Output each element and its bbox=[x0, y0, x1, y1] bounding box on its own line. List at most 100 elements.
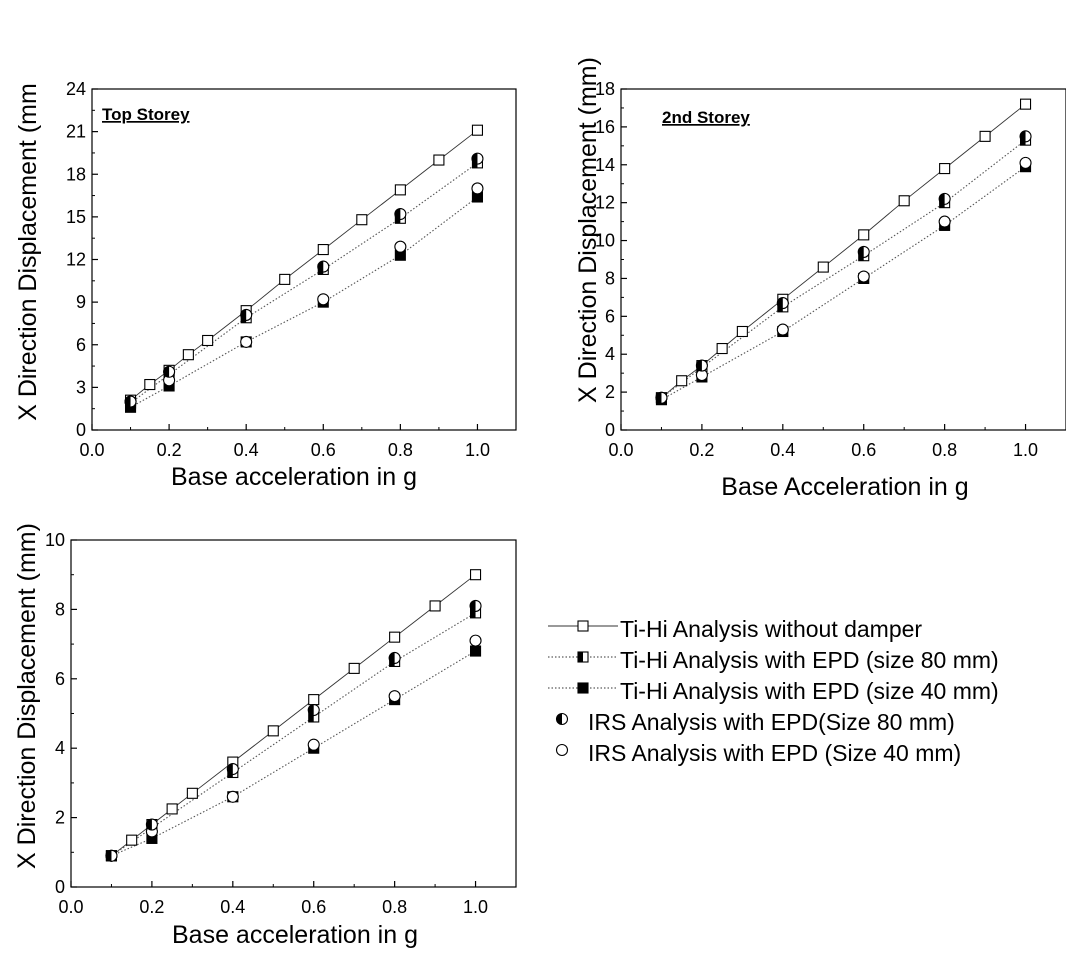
y-tick-label: 15 bbox=[66, 207, 86, 227]
point-tihi_no_damper bbox=[166, 803, 178, 815]
chart-2nd-storey: 0.0 0.2 0.4 0.6 0.8 1.0 0 2 4 6 8 10 12 14 16 18 2nd St… bbox=[574, 57, 1066, 501]
point-irs_epd80 bbox=[394, 207, 407, 221]
point-irs_epd80 bbox=[471, 152, 484, 165]
point-tihi_no_damper bbox=[389, 631, 401, 643]
point-tihi_no_damper bbox=[736, 325, 748, 338]
point-tihi_no_damper bbox=[898, 195, 910, 207]
y-tick-label: 0 bbox=[605, 420, 615, 440]
point-irs_epd40 bbox=[938, 215, 951, 228]
legend-label-0: Ti-Hi Analysis without damper bbox=[620, 616, 922, 642]
point-tihi_no_damper bbox=[1019, 98, 1032, 110]
x-tick-label: 0.0 bbox=[58, 897, 83, 917]
point-tihi_no_damper bbox=[433, 154, 445, 166]
y-tick-label: 0 bbox=[55, 877, 65, 897]
y-tick-label: 0 bbox=[76, 420, 86, 440]
point-irs_epd40 bbox=[394, 240, 407, 253]
y-tick-label: 9 bbox=[76, 292, 86, 312]
y-tick-label: 4 bbox=[55, 738, 65, 758]
point-tihi_no_damper bbox=[267, 725, 279, 737]
y-tick-label: 4 bbox=[605, 344, 615, 364]
point-irs_epd40 bbox=[317, 293, 330, 306]
y-tick-label: 12 bbox=[66, 250, 86, 270]
x-axis-label-top-storey: Base acceleration in g bbox=[171, 463, 417, 491]
legend-marker bbox=[577, 682, 589, 694]
x-tick-label: 0.4 bbox=[234, 440, 259, 460]
plot-frame bbox=[620, 88, 1066, 431]
series-line-tihi_epd80 bbox=[661, 139, 1026, 399]
series-line-tihi_no_damper bbox=[130, 129, 478, 401]
legend-label-1: Ti-Hi Analysis with EPD (size 80 mm) bbox=[620, 647, 999, 673]
point-irs_epd80 bbox=[105, 849, 118, 862]
plot-frame bbox=[91, 88, 517, 431]
y-tick-label: 8 bbox=[55, 599, 65, 619]
series-line-tihi_no_damper bbox=[111, 574, 476, 857]
series-line-tihi_epd80 bbox=[111, 612, 476, 857]
point-irs_epd40 bbox=[226, 790, 239, 803]
point-tihi_no_damper bbox=[676, 375, 688, 387]
point-irs_epd80 bbox=[124, 395, 137, 408]
x-tick-label: 0.8 bbox=[388, 440, 413, 460]
x-tick-label: 0.2 bbox=[139, 897, 164, 917]
point-irs_epd80 bbox=[1019, 130, 1032, 143]
legend-marker bbox=[577, 620, 589, 632]
series-line-tihi_epd40 bbox=[130, 196, 478, 408]
legend-label-3: IRS Analysis with EPD(Size 80 mm) bbox=[588, 709, 955, 735]
legend-label-2: Ti-Hi Analysis with EPD (size 40 mm) bbox=[620, 678, 999, 704]
legend-entry-2: Ti-Hi Analysis with EPD (size 40 mm) bbox=[548, 678, 999, 704]
legend-entry-3: IRS Analysis with EPD(Size 80 mm) bbox=[555, 709, 955, 735]
legend-entry-4: IRS Analysis with EPD (Size 40 mm) bbox=[555, 740, 961, 766]
point-irs_epd40 bbox=[1019, 156, 1032, 169]
chart-title-top-storey: Top Storey bbox=[102, 105, 190, 124]
point-tihi_no_damper bbox=[939, 163, 951, 175]
y-tick-label: 12 bbox=[595, 193, 615, 213]
point-tihi_no_damper bbox=[186, 787, 198, 799]
x-tick-label: 0.6 bbox=[311, 440, 336, 460]
point-irs_epd80 bbox=[655, 391, 668, 404]
point-irs_epd80 bbox=[938, 192, 951, 205]
legend-entry-0: Ti-Hi Analysis without damper bbox=[548, 616, 922, 642]
point-irs_epd40 bbox=[469, 634, 482, 647]
y-tick-label: 6 bbox=[605, 306, 615, 326]
point-irs_epd80 bbox=[317, 260, 330, 273]
point-irs_epd80 bbox=[776, 297, 789, 310]
point-tihi_no_damper bbox=[394, 184, 406, 196]
legend-marker bbox=[555, 743, 569, 757]
x-tick-label: 1.0 bbox=[463, 897, 488, 917]
x-tick-label: 0.4 bbox=[770, 440, 795, 460]
y-axis-label-2nd-storey: X Direction Displacement (mm) bbox=[574, 57, 602, 403]
x-axis-label-bottom-storey: Base acceleration in g bbox=[172, 921, 418, 949]
point-tihi_no_damper bbox=[182, 349, 194, 361]
point-tihi_no_damper bbox=[817, 261, 829, 273]
x-tick-label: 1.0 bbox=[1013, 440, 1038, 460]
point-tihi_no_damper bbox=[979, 130, 991, 142]
y-tick-label: 24 bbox=[66, 79, 86, 99]
point-tihi_no_damper bbox=[716, 342, 728, 355]
point-tihi_no_damper bbox=[144, 378, 156, 391]
legend-label-4: IRS Analysis with EPD (Size 40 mm) bbox=[588, 740, 961, 766]
point-tihi_no_damper bbox=[308, 694, 320, 706]
plot-area-2nd-storey: 0.0 0.2 0.4 0.6 0.8 1.0 0 2 4 6 8 10 12 14 16 18 bbox=[595, 79, 1066, 460]
y-tick-label: 10 bbox=[595, 231, 615, 251]
y-tick-label: 2 bbox=[605, 382, 615, 402]
x-tick-label: 0.6 bbox=[851, 440, 876, 460]
legend-symbol-2 bbox=[548, 682, 618, 694]
legend-symbol-3 bbox=[555, 712, 569, 726]
x-tick-label: 0.0 bbox=[79, 440, 104, 460]
series-line-tihi_epd40 bbox=[661, 166, 1026, 401]
y-tick-label: 16 bbox=[595, 117, 615, 137]
plot-area-top-storey: 0.0 0.2 0.4 0.6 0.8 1.0 0 3 6 9 12 15 18 21 24 bbox=[66, 79, 517, 460]
legend-marker bbox=[555, 712, 569, 726]
point-irs_epd80 bbox=[163, 365, 176, 378]
y-tick-label: 8 bbox=[605, 268, 615, 288]
series-line-tihi_no_damper bbox=[661, 103, 1026, 399]
point-irs_epd80 bbox=[226, 762, 239, 776]
point-irs_epd80 bbox=[695, 359, 708, 372]
point-irs_epd80 bbox=[388, 651, 401, 665]
y-tick-label: 18 bbox=[595, 79, 615, 99]
x-axis-label-2nd-storey: Base Acceleration in g bbox=[721, 473, 968, 501]
legend-entry-1: Ti-Hi Analysis with EPD (size 80 mm) bbox=[548, 647, 999, 673]
series-line-tihi_epd80 bbox=[130, 162, 478, 404]
point-irs_epd80 bbox=[469, 599, 482, 612]
y-axis-label-bottom-storey: X Direction Displacement (mm) bbox=[13, 523, 41, 869]
